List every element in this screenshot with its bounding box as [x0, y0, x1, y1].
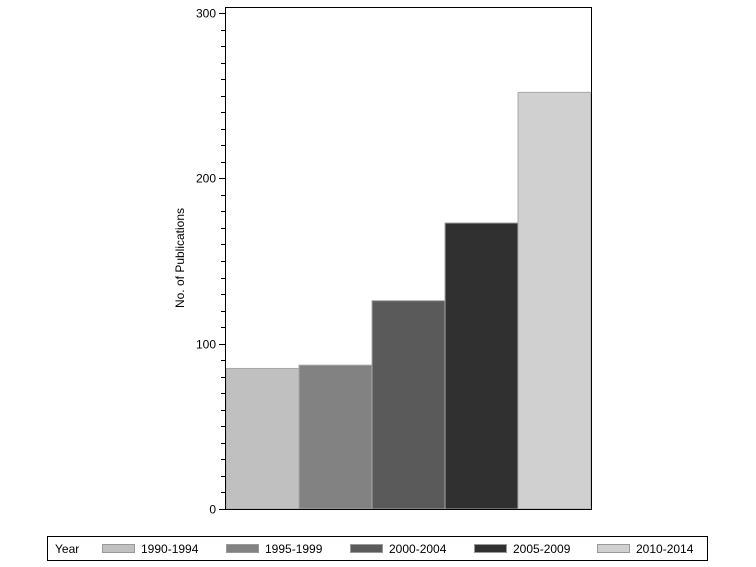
- legend-swatch: [226, 544, 259, 553]
- bar-1995-1999: [298, 364, 373, 510]
- bar-2000-2004: [371, 300, 446, 510]
- y-tick-label: 200: [196, 172, 216, 186]
- y-axis-title: No. of Publications: [173, 208, 187, 308]
- legend-label: 2005-2009: [513, 541, 571, 556]
- legend-label: 2010-2014: [636, 541, 694, 556]
- plot-frame: [225, 7, 592, 510]
- y-axis: 0 100 200 300: [196, 7, 226, 517]
- bar-2005-2009: [444, 222, 519, 510]
- y-tick-label: 100: [196, 338, 216, 352]
- bars-group: [225, 91, 592, 510]
- legend-swatch: [597, 544, 630, 553]
- legend-item-2005-2009: 2005-2009: [474, 542, 597, 556]
- legend-swatch: [350, 544, 383, 553]
- legend-item-2000-2004: 2000-2004: [350, 542, 474, 556]
- legend: Year 1990-1994 1995-1999 2000-2004 2005-200…: [47, 536, 708, 561]
- y-tick-label: 300: [196, 7, 216, 21]
- legend-label: 1995-1999: [265, 541, 323, 556]
- bar-1990-1994: [225, 367, 300, 510]
- legend-title: Year: [55, 541, 80, 556]
- legend-item-1990-1994: 1990-1994: [102, 542, 226, 556]
- legend-swatch: [474, 544, 507, 553]
- legend-items: 1990-1994 1995-1999 2000-2004 2005-2009 2010…: [102, 542, 707, 556]
- legend-item-1995-1999: 1995-1999: [226, 542, 350, 556]
- bar-2010-2014: [517, 91, 592, 510]
- legend-label: 2000-2004: [389, 541, 447, 556]
- y-tick-label: 0: [209, 503, 216, 517]
- legend-item-2010-2014: 2010-2014: [597, 542, 707, 556]
- legend-label: 1990-1994: [141, 541, 199, 556]
- legend-swatch: [102, 544, 135, 553]
